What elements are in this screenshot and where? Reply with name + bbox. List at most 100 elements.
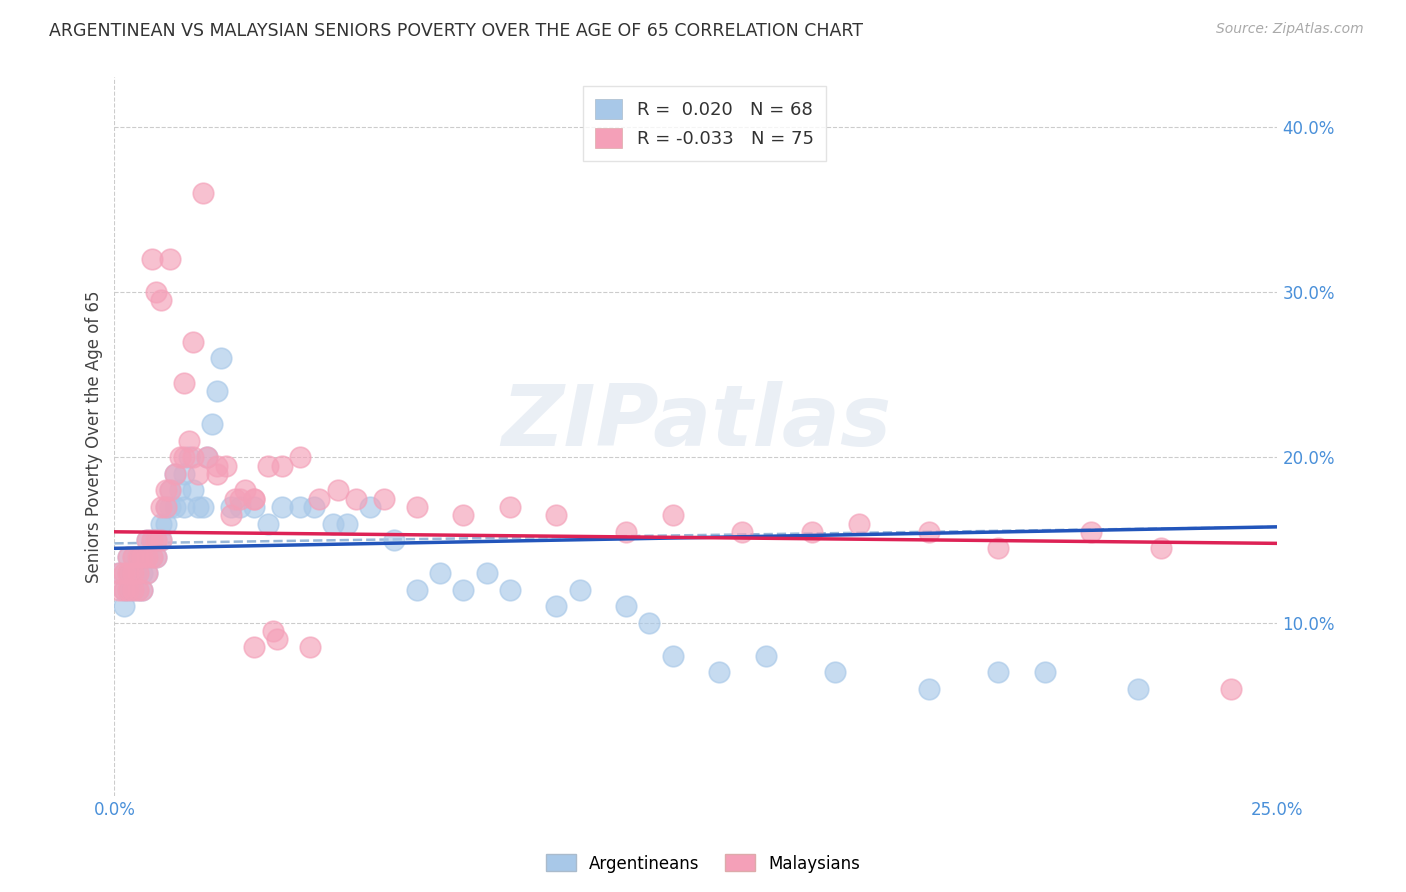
Point bbox=[205, 458, 228, 473]
Point bbox=[122, 582, 145, 597]
Point bbox=[141, 252, 163, 267]
Point bbox=[243, 491, 266, 506]
Point bbox=[987, 541, 1010, 556]
Point bbox=[382, 533, 405, 547]
Point bbox=[122, 566, 145, 580]
Point bbox=[122, 549, 145, 564]
Legend: Argentineans, Malaysians: Argentineans, Malaysians bbox=[540, 847, 866, 880]
Point bbox=[127, 549, 149, 564]
Point bbox=[145, 533, 167, 547]
Point bbox=[127, 566, 149, 580]
Point bbox=[322, 516, 344, 531]
Text: ZIPatlas: ZIPatlas bbox=[501, 381, 891, 464]
Point bbox=[149, 500, 172, 514]
Point bbox=[155, 500, 177, 514]
Point bbox=[243, 491, 266, 506]
Point bbox=[187, 500, 209, 514]
Point bbox=[141, 549, 163, 564]
Point bbox=[163, 467, 186, 481]
Point bbox=[1219, 681, 1241, 696]
Point bbox=[173, 376, 195, 390]
Point bbox=[149, 533, 172, 547]
Point bbox=[191, 500, 214, 514]
Point bbox=[290, 450, 312, 465]
Point bbox=[243, 640, 266, 655]
Point bbox=[801, 524, 824, 539]
Point bbox=[117, 566, 139, 580]
Point bbox=[304, 500, 326, 514]
Point bbox=[159, 252, 181, 267]
Point bbox=[155, 516, 177, 531]
Point bbox=[219, 508, 242, 523]
Point bbox=[159, 500, 181, 514]
Point bbox=[755, 648, 778, 663]
Point bbox=[169, 450, 191, 465]
Point bbox=[917, 524, 939, 539]
Point bbox=[1080, 524, 1102, 539]
Point bbox=[336, 516, 359, 531]
Point bbox=[136, 549, 159, 564]
Point bbox=[270, 500, 292, 514]
Point bbox=[405, 500, 427, 514]
Point bbox=[177, 434, 200, 448]
Point bbox=[173, 450, 195, 465]
Point bbox=[131, 549, 153, 564]
Point bbox=[112, 582, 135, 597]
Point bbox=[233, 483, 256, 498]
Point bbox=[155, 500, 177, 514]
Point bbox=[136, 549, 159, 564]
Y-axis label: Seniors Poverty Over the Age of 65: Seniors Poverty Over the Age of 65 bbox=[86, 291, 103, 583]
Point bbox=[131, 582, 153, 597]
Point bbox=[127, 566, 149, 580]
Point bbox=[145, 533, 167, 547]
Point bbox=[117, 549, 139, 564]
Point bbox=[1150, 541, 1173, 556]
Point bbox=[159, 483, 181, 498]
Point bbox=[112, 599, 135, 614]
Point bbox=[298, 640, 321, 655]
Point bbox=[155, 483, 177, 498]
Point bbox=[191, 186, 214, 200]
Point bbox=[112, 582, 135, 597]
Point bbox=[145, 285, 167, 300]
Point bbox=[131, 566, 153, 580]
Point bbox=[568, 582, 591, 597]
Point bbox=[122, 549, 145, 564]
Point bbox=[197, 450, 219, 465]
Point bbox=[131, 582, 153, 597]
Point bbox=[108, 566, 131, 580]
Text: Source: ZipAtlas.com: Source: ZipAtlas.com bbox=[1216, 22, 1364, 37]
Point bbox=[136, 566, 159, 580]
Point bbox=[145, 549, 167, 564]
Point bbox=[205, 467, 228, 481]
Point bbox=[117, 582, 139, 597]
Point bbox=[117, 566, 139, 580]
Point bbox=[149, 293, 172, 308]
Point bbox=[145, 549, 167, 564]
Point bbox=[546, 508, 568, 523]
Point bbox=[112, 566, 135, 580]
Point bbox=[136, 533, 159, 547]
Point bbox=[149, 516, 172, 531]
Point bbox=[108, 566, 131, 580]
Point bbox=[266, 632, 288, 647]
Point bbox=[917, 681, 939, 696]
Point bbox=[270, 458, 292, 473]
Point bbox=[848, 516, 870, 531]
Point bbox=[219, 500, 242, 514]
Point bbox=[429, 566, 451, 580]
Point bbox=[215, 458, 238, 473]
Point bbox=[229, 491, 252, 506]
Point bbox=[108, 582, 131, 597]
Point bbox=[159, 483, 181, 498]
Point bbox=[661, 508, 683, 523]
Point bbox=[257, 516, 280, 531]
Point bbox=[1033, 665, 1056, 680]
Point bbox=[614, 599, 637, 614]
Point bbox=[308, 491, 330, 506]
Legend: R =  0.020   N = 68, R = -0.033   N = 75: R = 0.020 N = 68, R = -0.033 N = 75 bbox=[582, 87, 827, 161]
Point bbox=[177, 450, 200, 465]
Point bbox=[163, 467, 186, 481]
Point bbox=[326, 483, 349, 498]
Point bbox=[344, 491, 367, 506]
